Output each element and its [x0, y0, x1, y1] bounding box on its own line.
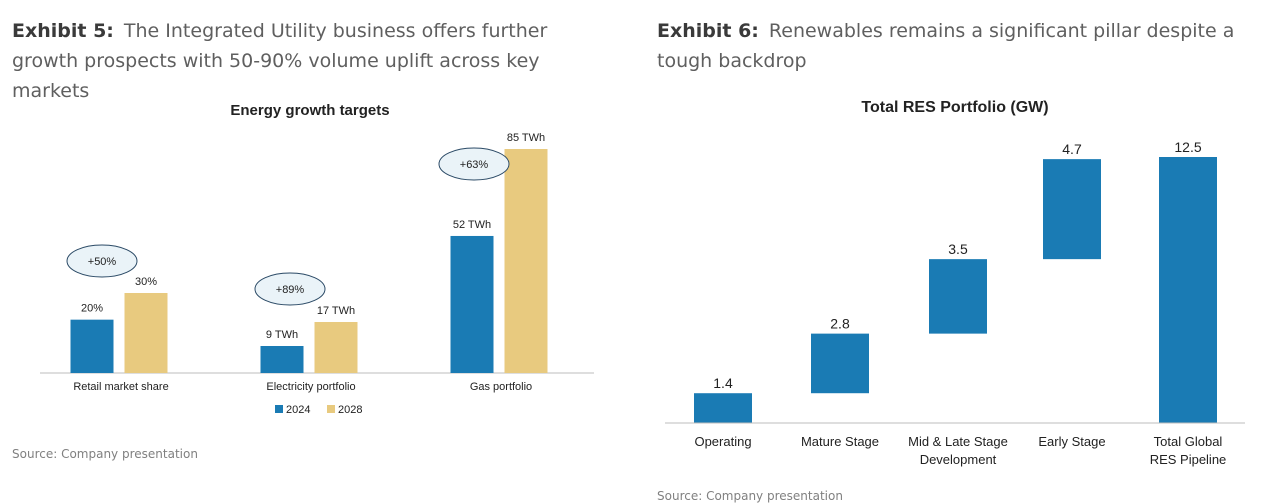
chart-title: Energy growth targets	[230, 102, 389, 119]
exhibit-6-source: Source: Company presentation	[657, 489, 843, 503]
bar-2028-0	[124, 293, 168, 373]
data-label-3: 4.7	[1062, 141, 1082, 157]
growth-ellipse-1	[254, 272, 326, 306]
legend-swatch-2024	[275, 405, 283, 413]
legend-swatch-2028	[327, 405, 335, 413]
data-label-2024-1: 9 TWh	[266, 329, 298, 341]
growth-ellipse-2	[438, 147, 510, 181]
data-label-2028-0: 30%	[135, 276, 157, 288]
data-label-4: 12.5	[1174, 139, 1201, 155]
legend-label-2024: 2024	[286, 404, 310, 416]
waterfall-bar-2	[929, 259, 987, 334]
bar-2024-0	[70, 319, 114, 373]
waterfall-bar-3	[1043, 159, 1101, 260]
bar-2028-2	[504, 149, 548, 373]
waterfall-bar-1	[811, 333, 869, 394]
bar-2028-1	[314, 322, 358, 373]
exhibit-5-source: Source: Company presentation	[12, 447, 198, 461]
exhibit-5-label: Exhibit 5:	[12, 20, 114, 42]
energy-growth-chart: Energy growth targets 20% 30% Retail market…	[40, 102, 594, 416]
data-label-1: 2.8	[830, 316, 850, 332]
data-label-2024-0: 20%	[81, 303, 103, 315]
waterfall-bar-0	[694, 393, 752, 423]
data-label-2: 3.5	[948, 241, 968, 257]
legend-label-2028: 2028	[338, 404, 362, 416]
category-label-4-0: Total Global	[1154, 434, 1223, 449]
chart-title: Total RES Portfolio (GW)	[861, 99, 1048, 116]
data-label-2028-1: 17 TWh	[317, 305, 355, 317]
data-label-2024-2: 52 TWh	[453, 219, 491, 231]
growth-annotation-1: +89%	[276, 284, 305, 296]
bar-2024-2	[450, 235, 494, 373]
category-label-1: Electricity portfolio	[266, 381, 355, 393]
category-label-0: Retail market share	[73, 381, 168, 393]
res-portfolio-waterfall-chart: Total RES Portfolio (GW) 1.4 Operating 2.8 M…	[665, 99, 1245, 467]
category-label-1-0: Mature Stage	[801, 434, 879, 449]
bar-2024-1	[260, 346, 304, 373]
category-label-3-0: Early Stage	[1038, 434, 1105, 449]
growth-annotation-0: +50%	[88, 256, 117, 268]
growth-annotation-2: +63%	[460, 159, 489, 171]
exhibit-5-heading: Exhibit 5: The Integrated Utility busines…	[12, 16, 612, 106]
exhibit-6-label: Exhibit 6:	[657, 20, 759, 42]
category-label-4-1: RES Pipeline	[1150, 452, 1227, 467]
category-label-0-0: Operating	[694, 434, 751, 449]
growth-ellipse-0	[66, 244, 138, 278]
category-label-2-1: Development	[920, 452, 997, 467]
exhibit-5-title: The Integrated Utility business offers f…	[12, 20, 548, 102]
waterfall-bar-4	[1159, 157, 1217, 423]
data-label-0: 1.4	[713, 375, 733, 391]
category-label-2: Gas portfolio	[470, 381, 532, 393]
exhibit-6-title: Renewables remains a significant pillar …	[657, 20, 1235, 72]
data-label-2028-2: 85 TWh	[507, 132, 545, 144]
exhibit-6-heading: Exhibit 6: Renewables remains a significa…	[657, 16, 1257, 76]
category-label-2-0: Mid & Late Stage	[908, 434, 1008, 449]
